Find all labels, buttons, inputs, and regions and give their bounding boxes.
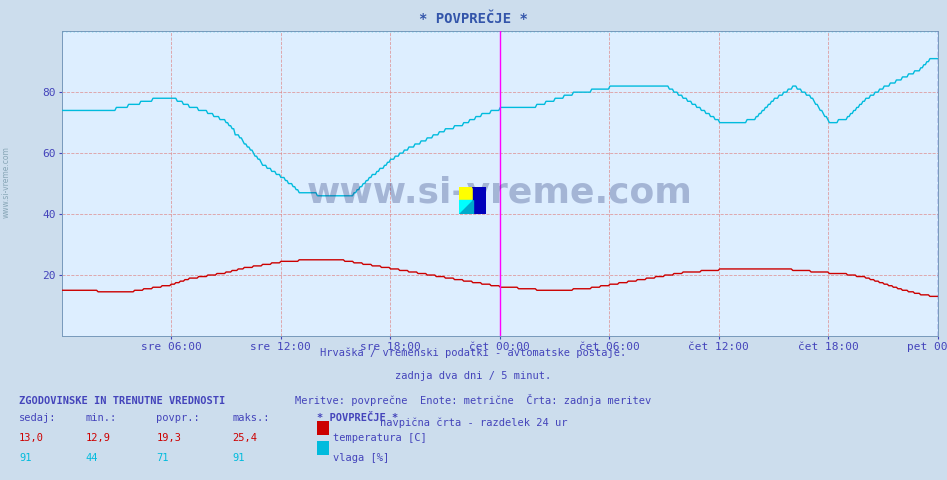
Text: maks.:: maks.: (232, 413, 270, 423)
Text: www.si-vreme.com: www.si-vreme.com (2, 146, 11, 218)
Text: sedaj:: sedaj: (19, 413, 57, 423)
Bar (459, 187, 473, 201)
Polygon shape (459, 201, 473, 214)
Text: min.:: min.: (85, 413, 116, 423)
Text: 12,9: 12,9 (85, 433, 110, 444)
Text: * POVPREČJE *: * POVPREČJE * (420, 12, 527, 26)
Polygon shape (473, 187, 486, 201)
Text: ZGODOVINSKE IN TRENUTNE VREDNOSTI: ZGODOVINSKE IN TRENUTNE VREDNOSTI (19, 396, 225, 406)
Text: 71: 71 (156, 454, 169, 464)
Text: vlaga [%]: vlaga [%] (333, 454, 389, 464)
Bar (473, 187, 486, 214)
Text: povpr.:: povpr.: (156, 413, 200, 423)
Text: www.si-vreme.com: www.si-vreme.com (307, 176, 692, 210)
Text: navpična črta - razdelek 24 ur: navpična črta - razdelek 24 ur (380, 417, 567, 428)
Text: 91: 91 (19, 454, 31, 464)
Text: 44: 44 (85, 454, 98, 464)
Text: Hrvaška / vremenski podatki - avtomatske postaje.: Hrvaška / vremenski podatki - avtomatske… (320, 348, 627, 359)
Text: 19,3: 19,3 (156, 433, 181, 444)
Text: * POVPREČJE *: * POVPREČJE * (317, 413, 399, 423)
Text: 25,4: 25,4 (232, 433, 257, 444)
Text: 13,0: 13,0 (19, 433, 44, 444)
Text: Meritve: povprečne  Enote: metrične  Črta: zadnja meritev: Meritve: povprečne Enote: metrične Črta:… (295, 394, 652, 406)
Text: zadnja dva dni / 5 minut.: zadnja dva dni / 5 minut. (396, 371, 551, 381)
Text: 91: 91 (232, 454, 244, 464)
Bar (459, 201, 473, 214)
Text: temperatura [C]: temperatura [C] (333, 433, 427, 444)
